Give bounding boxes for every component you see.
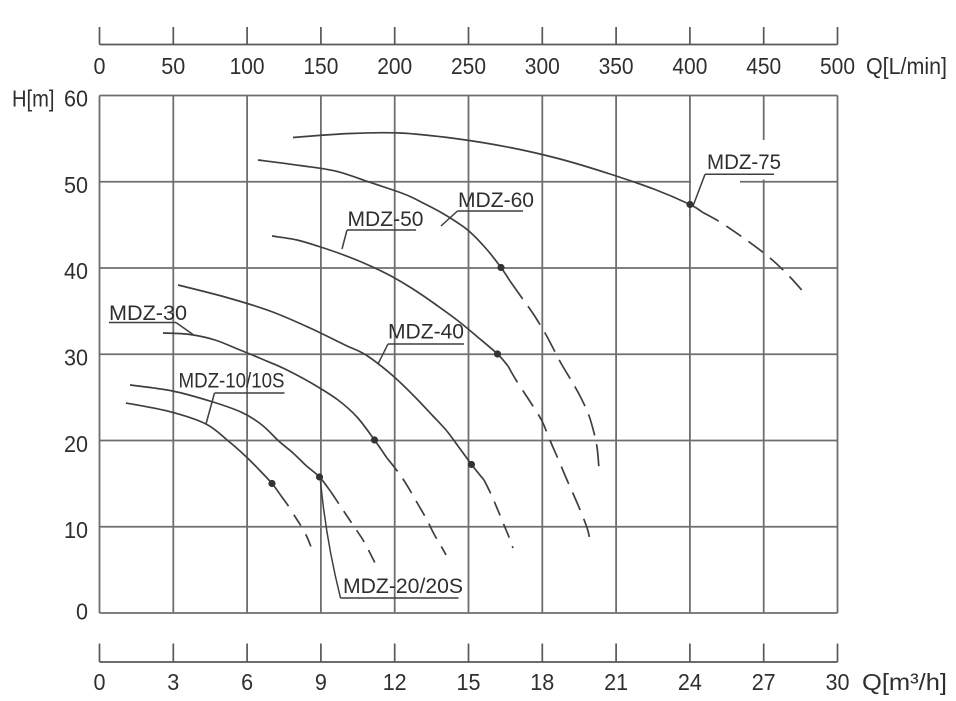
svg-text:Q[L/min]: Q[L/min]: [866, 53, 947, 79]
svg-text:100: 100: [230, 53, 265, 79]
svg-text:150: 150: [303, 53, 338, 79]
svg-text:H[m]: H[m]: [12, 86, 55, 112]
svg-text:0: 0: [94, 669, 106, 695]
svg-text:0: 0: [76, 599, 88, 625]
svg-text:3: 3: [167, 669, 179, 695]
svg-text:Q[m³/h]: Q[m³/h]: [862, 669, 947, 695]
svg-text:27: 27: [752, 669, 776, 695]
svg-text:300: 300: [525, 53, 560, 79]
svg-text:50: 50: [161, 53, 185, 79]
svg-text:6: 6: [241, 669, 253, 695]
svg-text:500: 500: [820, 53, 855, 79]
svg-text:60: 60: [64, 86, 88, 112]
svg-text:30: 30: [64, 345, 88, 371]
svg-text:350: 350: [599, 53, 634, 79]
svg-text:12: 12: [383, 669, 407, 695]
svg-text:20: 20: [64, 431, 88, 457]
svg-text:9: 9: [315, 669, 327, 695]
svg-text:40: 40: [64, 258, 88, 284]
svg-text:18: 18: [530, 669, 554, 695]
svg-text:250: 250: [451, 53, 486, 79]
svg-text:15: 15: [457, 669, 481, 695]
svg-text:24: 24: [678, 669, 702, 695]
svg-text:MDZ-40: MDZ-40: [388, 321, 464, 344]
svg-text:450: 450: [746, 53, 781, 79]
svg-text:MDZ-50: MDZ-50: [348, 208, 424, 231]
svg-text:MDZ-30: MDZ-30: [109, 302, 187, 325]
svg-text:200: 200: [377, 53, 412, 79]
svg-text:50: 50: [64, 172, 88, 198]
svg-text:MDZ-10/10S: MDZ-10/10S: [179, 370, 285, 393]
svg-text:30: 30: [826, 669, 850, 695]
svg-text:0: 0: [94, 53, 106, 79]
svg-text:MDZ-60: MDZ-60: [458, 189, 534, 212]
svg-text:400: 400: [672, 53, 707, 79]
svg-text:MDZ-20/20S: MDZ-20/20S: [343, 575, 463, 598]
svg-text:10: 10: [64, 517, 88, 543]
svg-text:MDZ-75: MDZ-75: [707, 151, 781, 174]
svg-text:21: 21: [604, 669, 628, 695]
